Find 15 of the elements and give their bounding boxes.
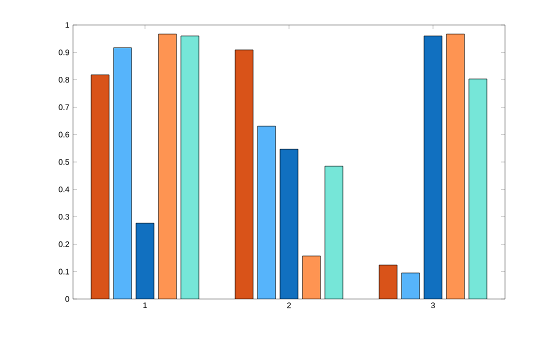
bar [378,264,398,299]
bar [180,36,200,299]
bar [234,50,254,299]
bar [280,148,298,299]
bar [424,36,442,299]
bar [113,47,132,299]
bar [468,78,488,299]
bar [324,166,344,299]
bar [302,256,321,299]
bar [90,74,110,299]
bar [401,272,420,299]
bar [158,34,177,299]
bar [446,34,465,299]
bar [257,126,276,299]
bar [136,222,154,299]
